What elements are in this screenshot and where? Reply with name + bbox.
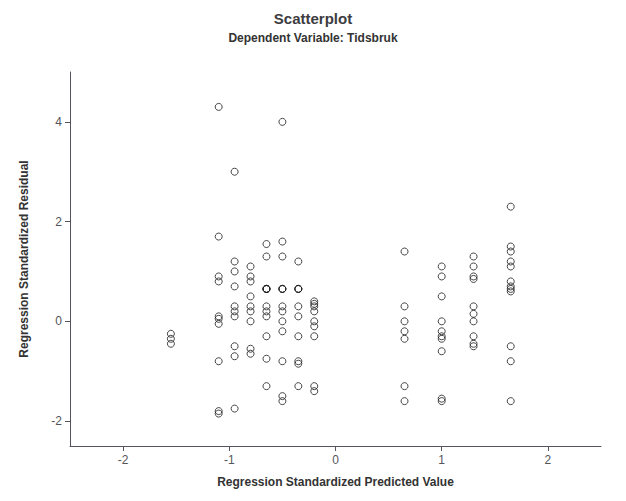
svg-text:4: 4 [55,115,62,129]
svg-text:-2: -2 [51,414,62,428]
svg-text:2: 2 [55,215,62,229]
svg-text:1: 1 [438,453,445,467]
svg-text:-1: -1 [224,453,235,467]
svg-text:Dependent Variable: Tidsbruk: Dependent Variable: Tidsbruk [228,31,397,45]
svg-text:2: 2 [545,453,552,467]
svg-text:Regression Standardized Predic: Regression Standardized Predicted Value [217,475,454,489]
svg-text:Regression Standardized Residu: Regression Standardized Residual [17,160,31,357]
svg-text:-2: -2 [118,453,129,467]
svg-text:Scatterplot: Scatterplot [274,10,352,27]
svg-text:0: 0 [332,453,339,467]
svg-text:0: 0 [55,314,62,328]
